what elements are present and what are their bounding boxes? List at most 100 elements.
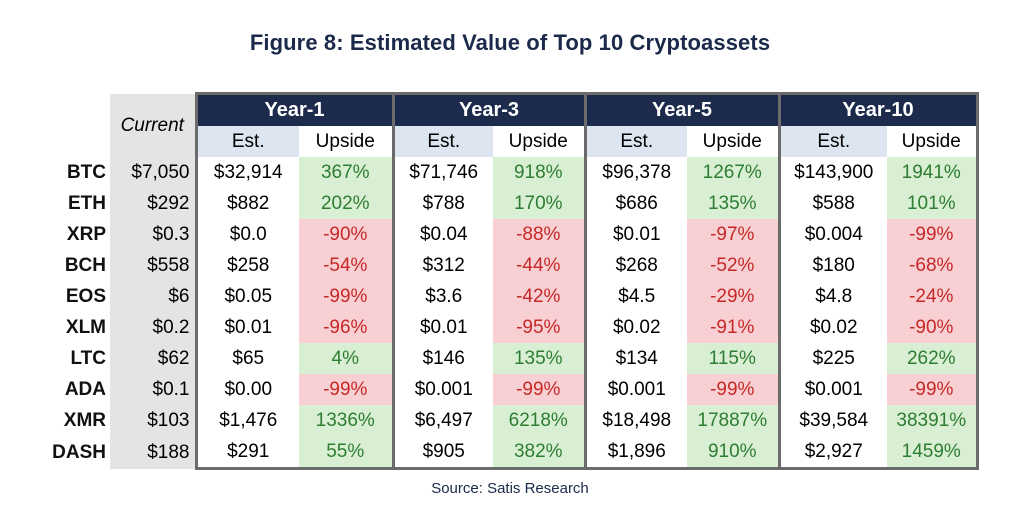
estimate-cell: $0.04	[391, 219, 493, 250]
estimate-cell: $0.001	[777, 374, 887, 405]
year-header-1: Year-1	[194, 92, 395, 126]
estimate-cell: $291	[194, 436, 299, 470]
ticker-cell: ADA	[48, 374, 110, 405]
table-row: ETH $292 $882 202% $788 170% $686 135% $588 101%	[48, 188, 979, 219]
current-price-cell: $0.3	[110, 219, 196, 250]
estimate-cell: $143,900	[777, 157, 887, 188]
upside-cell: 1336%	[299, 405, 395, 436]
upside-cell: 918%	[493, 157, 587, 188]
table-row: BCH $558 $258 -54% $312 -44% $268 -52% $180 -68%	[48, 250, 979, 281]
upside-cell: -52%	[687, 250, 781, 281]
current-price-cell: $0.1	[110, 374, 196, 405]
upside-cell: -95%	[493, 312, 587, 343]
estimate-cell: $0.00	[194, 374, 299, 405]
upside-cell: 1267%	[687, 157, 781, 188]
upside-cell: -24%	[887, 281, 979, 312]
estimate-cell: $0.05	[194, 281, 299, 312]
estimate-cell: $32,914	[194, 157, 299, 188]
ticker-cell: BTC	[48, 157, 110, 188]
upside-cell: -99%	[687, 374, 781, 405]
current-price-cell: $6	[110, 281, 196, 312]
est-header: Est.	[391, 126, 493, 157]
upside-cell: -99%	[887, 219, 979, 250]
estimate-cell: $96,378	[583, 157, 687, 188]
estimate-cell: $686	[583, 188, 687, 219]
upside-cell: -44%	[493, 250, 587, 281]
current-price-cell: $7,050	[110, 157, 196, 188]
estimate-cell: $2,927	[777, 436, 887, 470]
current-price-cell: $558	[110, 250, 196, 281]
upside-cell: 202%	[299, 188, 395, 219]
upside-cell: 4%	[299, 343, 395, 374]
estimate-cell: $65	[194, 343, 299, 374]
year-header-10: Year-10	[777, 92, 979, 126]
estimate-cell: $71,746	[391, 157, 493, 188]
estimate-cell: $312	[391, 250, 493, 281]
upside-cell: 115%	[687, 343, 781, 374]
estimate-cell: $225	[777, 343, 887, 374]
estimate-cell: $1,896	[583, 436, 687, 470]
upside-cell: -99%	[887, 374, 979, 405]
estimate-cell: $134	[583, 343, 687, 374]
sub-header-row: Est. Upside Est. Upside Est. Upside Est.…	[48, 126, 979, 157]
estimate-cell: $0.001	[583, 374, 687, 405]
estimate-cell: $180	[777, 250, 887, 281]
upside-cell: -97%	[687, 219, 781, 250]
upside-cell: -90%	[887, 312, 979, 343]
estimate-cell: $905	[391, 436, 493, 470]
upside-cell: -68%	[887, 250, 979, 281]
estimate-cell: $39,584	[777, 405, 887, 436]
ticker-cell: EOS	[48, 281, 110, 312]
estimate-cell: $0.001	[391, 374, 493, 405]
upside-cell: -91%	[687, 312, 781, 343]
upside-cell: 1459%	[887, 436, 979, 470]
upside-cell: -90%	[299, 219, 395, 250]
figure-title: Figure 8: Estimated Value of Top 10 Cryp…	[249, 30, 771, 55]
upside-cell: -99%	[299, 374, 395, 405]
year-header-row: Current Year-1 Year-3 Year-5 Year-10	[48, 92, 979, 157]
estimate-cell: $1,476	[194, 405, 299, 436]
current-header: Current	[110, 93, 196, 157]
estimate-cell: $268	[583, 250, 687, 281]
upside-header: Upside	[299, 126, 395, 157]
estimate-cell: $0.02	[583, 312, 687, 343]
estimate-cell: $0.02	[777, 312, 887, 343]
upside-cell: -54%	[299, 250, 395, 281]
estimate-cell: $146	[391, 343, 493, 374]
estimate-cell: $6,497	[391, 405, 493, 436]
estimate-cell: $0.01	[583, 219, 687, 250]
upside-cell: 135%	[493, 343, 587, 374]
table-row: DASH $188 $291 55% $905 382% $1,896 910% $2,927 1…	[48, 436, 979, 470]
table-row: LTC $62 $65 4% $146 135% $134 115% $225 262%	[48, 343, 979, 374]
upside-cell: 38391%	[887, 405, 979, 436]
upside-cell: -99%	[299, 281, 395, 312]
year-header-3: Year-3	[391, 92, 587, 126]
table-row: EOS $6 $0.05 -99% $3.6 -42% $4.5 -29% $4.8 -24%	[48, 281, 979, 312]
table-row: XRP $0.3 $0.0 -90% $0.04 -88% $0.01 -97% $0.004-…	[48, 219, 979, 250]
upside-cell: -99%	[493, 374, 587, 405]
current-price-cell: $62	[110, 343, 196, 374]
ticker-header-blank	[48, 93, 110, 157]
ticker-cell: LTC	[48, 343, 110, 374]
year-header-5: Year-5	[583, 92, 781, 126]
estimate-cell: $0.0	[194, 219, 299, 250]
upside-cell: 17887%	[687, 405, 781, 436]
ticker-cell: XRP	[48, 219, 110, 250]
current-price-cell: $188	[110, 436, 196, 469]
upside-cell: 1941%	[887, 157, 979, 188]
upside-cell: 367%	[299, 157, 395, 188]
ticker-cell: XMR	[48, 405, 110, 436]
est-header: Est.	[194, 126, 299, 157]
est-header: Est.	[777, 126, 887, 157]
valuation-table-container: Current Year-1 Year-3 Year-5 Year-10 Est…	[48, 92, 979, 470]
upside-cell: 910%	[687, 436, 781, 470]
upside-cell: 135%	[687, 188, 781, 219]
upside-cell: 382%	[493, 436, 587, 470]
est-header: Est.	[583, 126, 687, 157]
estimate-cell: $0.01	[194, 312, 299, 343]
current-price-cell: $292	[110, 188, 196, 219]
estimate-cell: $0.01	[391, 312, 493, 343]
estimate-cell: $18,498	[583, 405, 687, 436]
current-price-cell: $103	[110, 405, 196, 436]
upside-header: Upside	[687, 126, 781, 157]
